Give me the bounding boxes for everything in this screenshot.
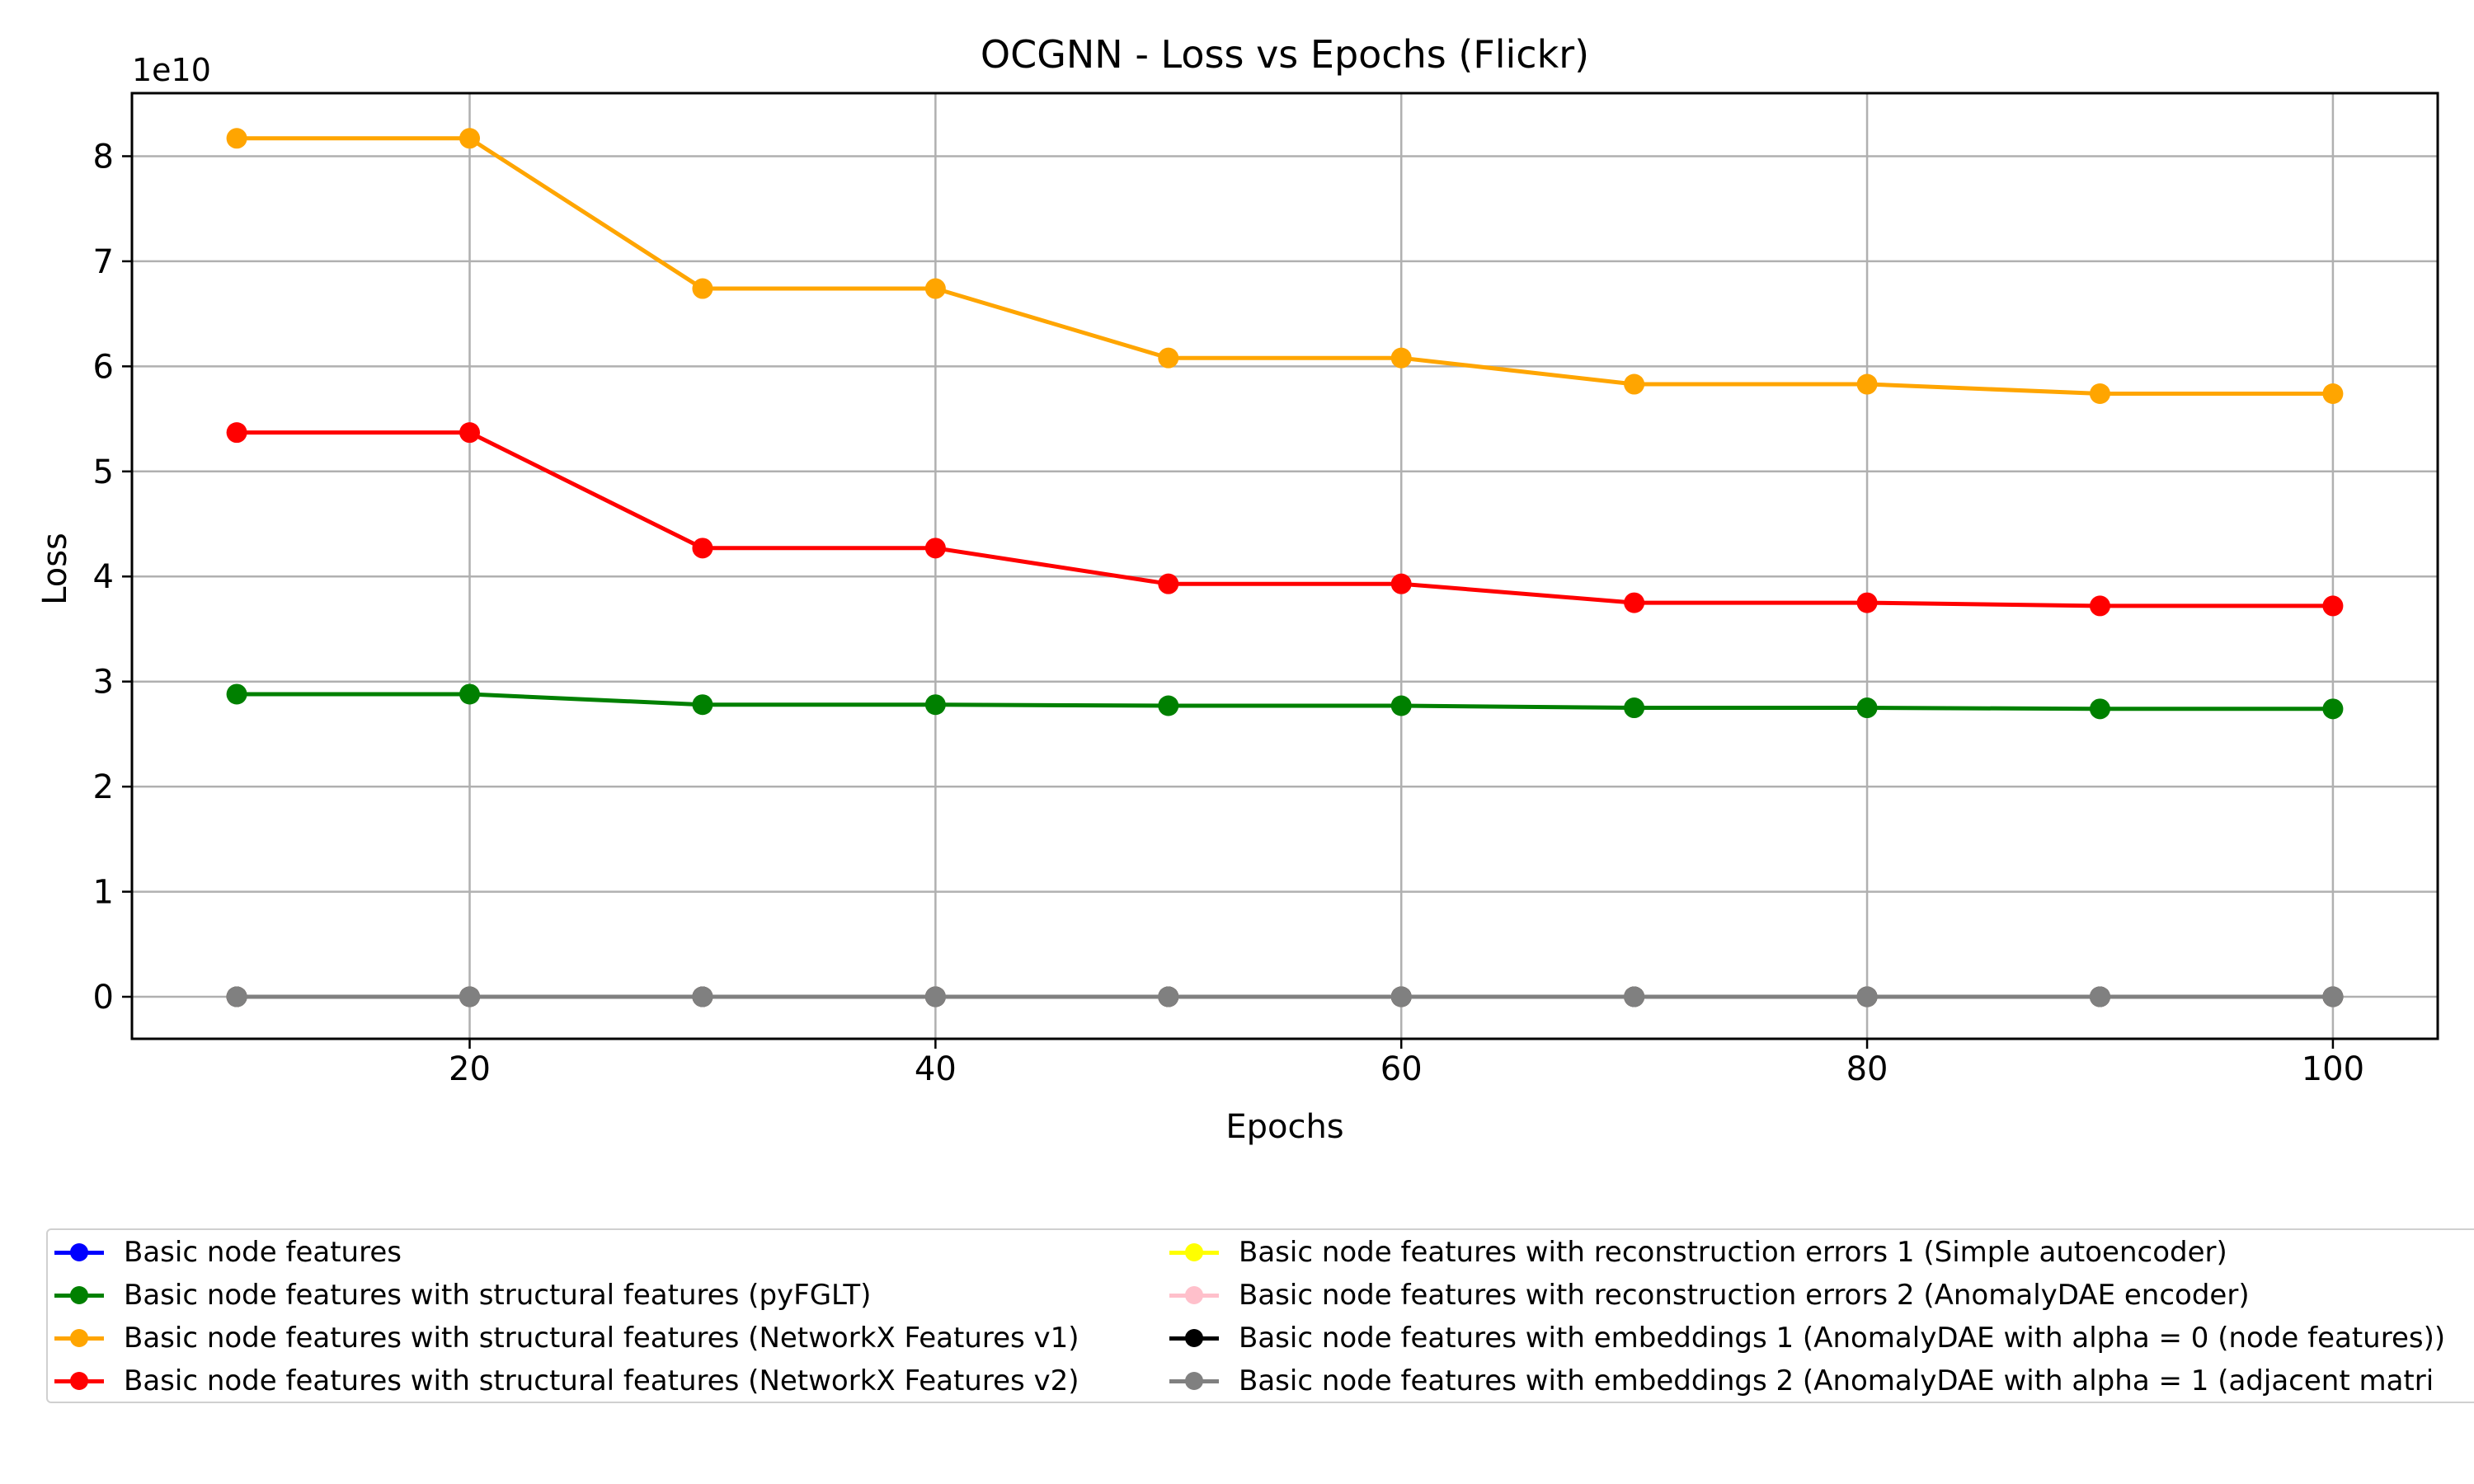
legend-item: Basic node features with reconstruction …	[1169, 1232, 2227, 1273]
x-tick-label: 100	[2302, 1050, 2364, 1088]
legend-marker	[54, 1236, 104, 1269]
y-tick-label: 0	[93, 979, 114, 1017]
series-line	[237, 430, 2333, 608]
data-point	[1856, 373, 1878, 395]
data-point	[1856, 986, 1878, 1007]
series-lines	[226, 128, 2344, 1007]
x-tick-label: 40	[915, 1050, 957, 1088]
data-point	[1390, 695, 1412, 716]
data-point	[924, 986, 946, 1007]
legend-item: Basic node features with structural feat…	[54, 1317, 1079, 1359]
grid-lines	[132, 93, 2438, 1039]
legend-label: Basic node features with structural feat…	[124, 1364, 1079, 1397]
data-point	[2089, 698, 2110, 720]
data-point	[924, 278, 946, 299]
legend-marker	[1169, 1279, 1219, 1312]
y-tick-label: 7	[93, 243, 114, 281]
y-tick-label: 2	[93, 768, 114, 806]
legend-label: Basic node features with reconstruction …	[1239, 1279, 2250, 1312]
data-point	[1158, 347, 1179, 369]
data-point	[226, 683, 247, 705]
data-point	[1390, 573, 1412, 594]
series-3	[226, 128, 2344, 404]
legend-marker	[54, 1364, 104, 1397]
data-point	[2322, 383, 2344, 404]
data-point	[226, 128, 247, 149]
x-tick-label: 80	[1846, 1050, 1888, 1088]
legend-item: Basic node features with reconstruction …	[1169, 1275, 2250, 1316]
legend-label: Basic node features with reconstruction …	[1239, 1236, 2227, 1269]
data-point	[1390, 986, 1412, 1007]
data-point	[459, 986, 481, 1007]
series-8	[226, 986, 2344, 1007]
legend-item: Basic node features with embeddings 2 (A…	[1169, 1360, 2434, 1402]
legend-item: Basic node features with structural feat…	[54, 1275, 871, 1316]
data-point	[2089, 595, 2110, 617]
legend: Basic node features Basic node features w…	[46, 1228, 2474, 1403]
series-4	[226, 422, 2344, 617]
data-point	[2322, 595, 2344, 617]
x-tick-label: 60	[1380, 1050, 1423, 1088]
data-point	[1856, 592, 1878, 613]
legend-label: Basic node features with embeddings 1 (A…	[1239, 1322, 2446, 1355]
data-point	[924, 694, 946, 716]
data-point	[2322, 986, 2344, 1007]
data-point	[1624, 373, 1645, 395]
data-point	[459, 128, 481, 149]
data-point	[1158, 986, 1179, 1007]
data-point	[1624, 986, 1645, 1007]
data-point	[692, 538, 713, 559]
legend-label: Basic node features with embeddings 2 (A…	[1239, 1364, 2434, 1397]
legend-marker	[54, 1322, 104, 1355]
y-axis-label: Loss	[36, 533, 74, 605]
chart-title: OCGNN - Loss vs Epochs (Flickr)	[981, 32, 1589, 77]
y-tick-label: 5	[93, 453, 114, 491]
legend-label: Basic node features with structural feat…	[124, 1322, 1079, 1355]
legend-marker	[1169, 1364, 1219, 1397]
x-tick-label: 20	[449, 1050, 491, 1088]
legend-marker	[1169, 1236, 1219, 1269]
y-tick-label: 8	[93, 138, 114, 176]
series-line	[237, 692, 2333, 711]
data-point	[1856, 697, 1878, 719]
y-tick-label: 4	[93, 558, 114, 596]
data-point	[459, 422, 481, 444]
data-point	[692, 278, 713, 299]
plot-frame	[130, 92, 2439, 1040]
data-point	[1624, 592, 1645, 613]
data-point	[2322, 698, 2344, 720]
y-tick-label: 1	[93, 874, 114, 912]
legend-marker	[1169, 1322, 1219, 1355]
x-axis-label: Epochs	[1225, 1108, 1343, 1146]
series-2	[226, 683, 2344, 720]
legend-item: Basic node features	[54, 1232, 402, 1273]
legend-item: Basic node features with structural feat…	[54, 1360, 1079, 1402]
data-point	[924, 538, 946, 559]
legend-label: Basic node features with structural feat…	[124, 1279, 872, 1312]
y-tick-label: 3	[93, 664, 114, 702]
data-point	[1158, 695, 1179, 716]
data-point	[1624, 697, 1645, 719]
data-point	[692, 986, 713, 1007]
data-point	[2089, 986, 2110, 1007]
axis-ticks: 20 40 60 80 100 0 1 2 3 4 5 6 7 8	[93, 138, 2365, 1088]
legend-item: Basic node features with embeddings 1 (A…	[1169, 1317, 2445, 1359]
y-offset-label: 1e10	[132, 52, 211, 88]
data-point	[226, 986, 247, 1007]
data-point	[1390, 347, 1412, 369]
series-line	[237, 136, 2333, 396]
data-point	[226, 422, 247, 444]
data-point	[1158, 573, 1179, 594]
legend-marker	[54, 1279, 104, 1312]
data-point	[692, 694, 713, 716]
legend-label: Basic node features	[124, 1236, 402, 1269]
data-point	[459, 683, 481, 705]
data-point	[2089, 383, 2110, 404]
y-tick-label: 6	[93, 348, 114, 386]
